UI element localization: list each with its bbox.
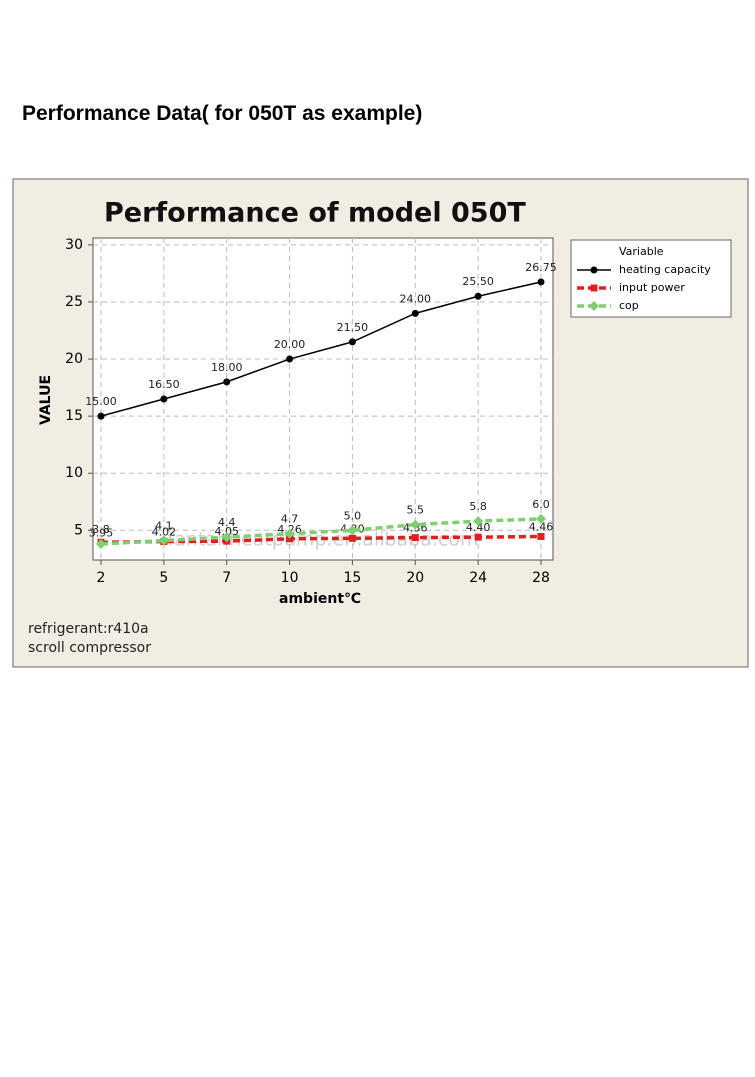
x-tick-label: 2 (97, 570, 106, 586)
y-tick-label: 25 (65, 294, 83, 310)
x-tick-label: 24 (469, 570, 487, 586)
data-point (348, 338, 356, 346)
data-label: 3.95 (89, 526, 114, 539)
y-tick-label: 10 (65, 465, 83, 481)
data-label: 21.50 (337, 321, 369, 334)
legend-label: cop (619, 299, 639, 312)
data-point (473, 516, 484, 527)
data-label: 15.00 (85, 395, 117, 408)
data-label: 4.1 (155, 520, 173, 533)
data-point (348, 534, 356, 542)
series-line (100, 517, 542, 546)
x-tick-label: 28 (532, 570, 550, 586)
y-axis-label: VALUE (38, 375, 54, 425)
chart-title: Performance of model 050T (104, 198, 526, 229)
heading: Performance Data( for 050T as example) (22, 102, 423, 125)
data-label: 20.00 (274, 338, 306, 351)
x-tick-label: 20 (406, 570, 424, 586)
data-point (411, 534, 419, 542)
y-tick-label: 20 (65, 351, 83, 367)
x-tick-label: 10 (281, 570, 299, 586)
data-point (96, 539, 106, 550)
y-tick-label: 15 (65, 408, 83, 424)
series-line (100, 281, 542, 417)
data-label: 4.7 (281, 513, 299, 526)
note: refrigerant:r410a (28, 621, 149, 637)
data-point (474, 533, 482, 541)
data-label: 5.5 (407, 504, 425, 517)
data-label: 26.75 (525, 261, 557, 274)
x-axis-label: ambient℃ (279, 591, 361, 607)
x-tick-label: 15 (344, 570, 362, 586)
legend-marker (590, 266, 598, 274)
data-point (158, 535, 169, 546)
data-point (536, 513, 546, 524)
data-label: 24.00 (400, 292, 432, 305)
data-label: 4.02 (152, 526, 177, 539)
data-label: 25.50 (462, 275, 494, 288)
x-tick-label: 7 (222, 570, 231, 586)
legend-title: Variable (619, 245, 664, 258)
data-point (411, 309, 419, 317)
data-point (286, 535, 294, 543)
y-tick-label: 30 (65, 237, 83, 253)
legend-marker (590, 284, 598, 292)
data-label: 4.46 (529, 520, 554, 533)
data-label: 4.40 (466, 521, 491, 534)
data-point (410, 519, 421, 530)
data-point (284, 528, 295, 539)
data-point (160, 395, 168, 403)
plot-area (92, 237, 554, 561)
data-label: 6.0 (532, 498, 550, 511)
data-label: 5.8 (469, 500, 487, 513)
data-point (347, 525, 358, 536)
data-label: 3.8 (92, 523, 110, 536)
legend-marker (589, 301, 599, 311)
series-line (100, 534, 542, 545)
data-point (97, 412, 105, 420)
data-point (474, 292, 482, 300)
data-point (537, 532, 545, 540)
y-tick-label: 5 (74, 522, 83, 538)
note: scroll compressor (28, 640, 151, 656)
legend-label: heating capacity (619, 263, 711, 276)
data-label: 16.50 (148, 378, 180, 391)
data-point (221, 532, 232, 543)
data-point (286, 355, 294, 363)
data-point (537, 278, 545, 286)
legend-label: input power (619, 281, 685, 294)
x-tick-label: 5 (159, 570, 168, 586)
data-point (223, 378, 231, 386)
data-label: 18.00 (211, 361, 243, 374)
data-label: 4.05 (214, 525, 239, 538)
data-label: 5.0 (344, 509, 362, 522)
legend (570, 239, 732, 318)
data-label: 4.4 (218, 516, 236, 529)
